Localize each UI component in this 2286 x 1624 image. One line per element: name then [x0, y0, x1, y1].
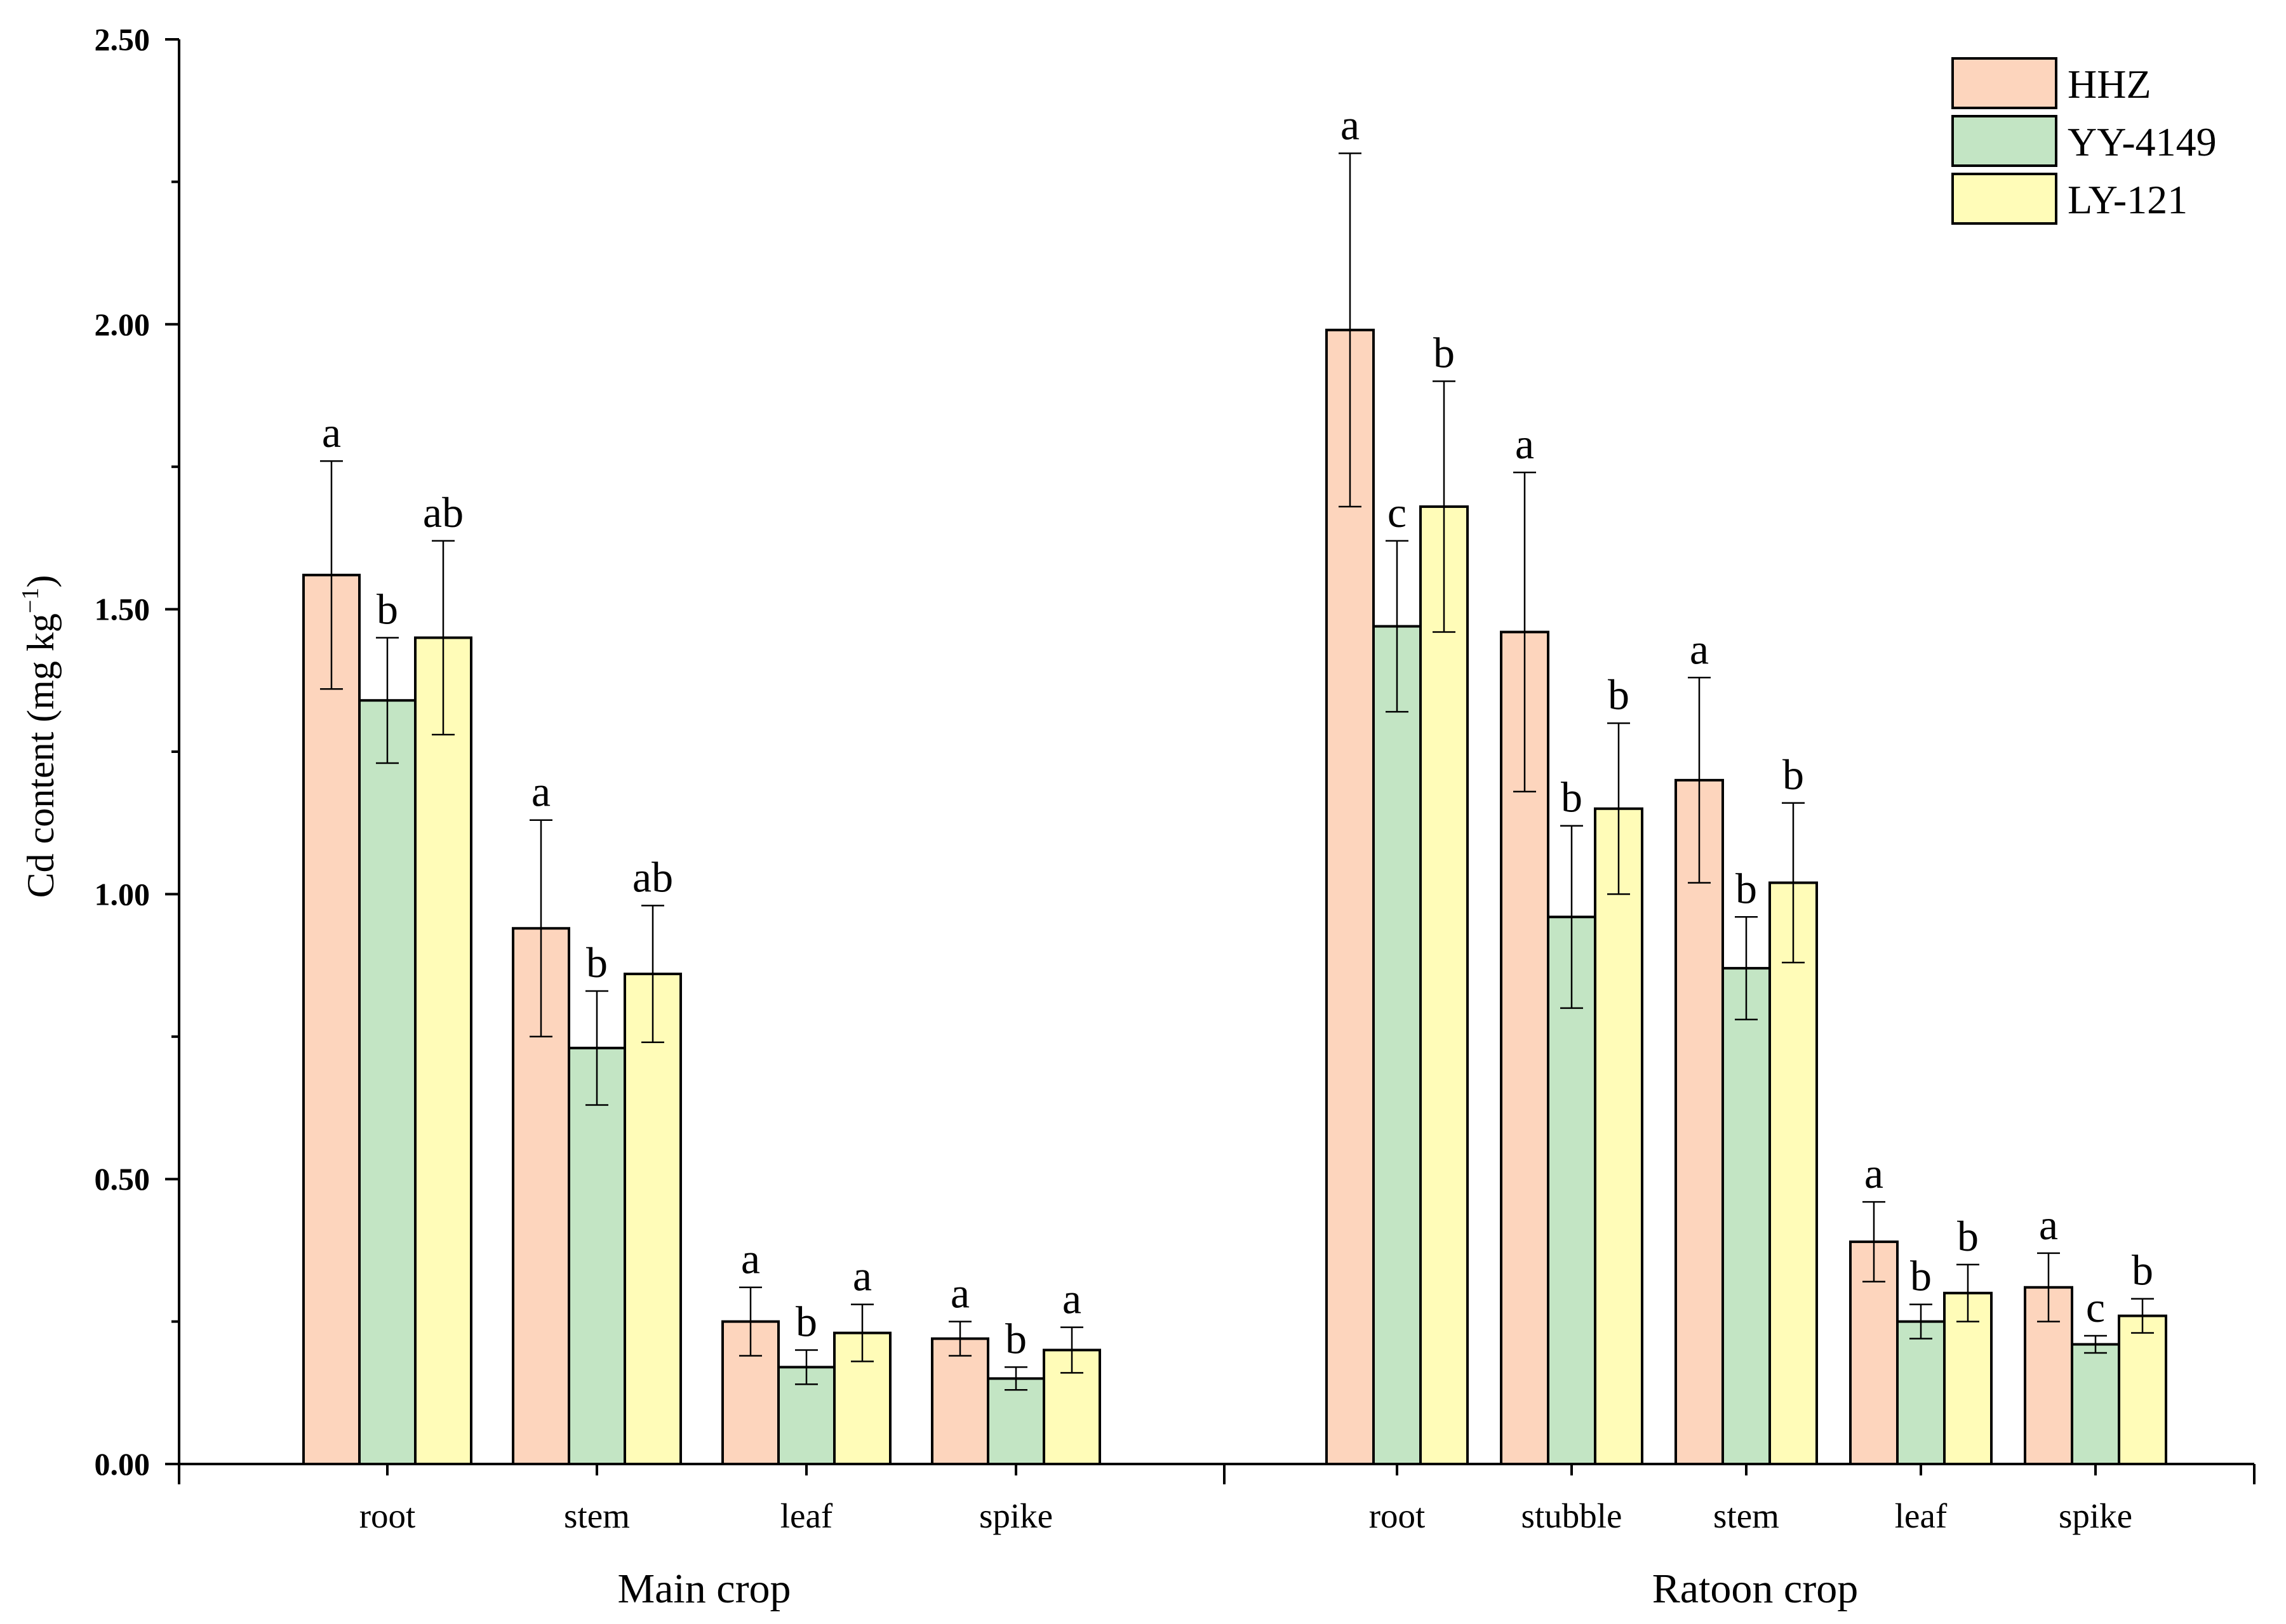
significance-letter: b [1561, 773, 1582, 822]
legend-swatch [1951, 57, 2057, 109]
bar [1674, 778, 1724, 1465]
significance-letter: c [2086, 1283, 2105, 1331]
significance-letter: b [796, 1297, 817, 1345]
y-tick-label: 1.00 [95, 876, 150, 912]
significance-letter: b [1433, 329, 1455, 377]
significance-letter: a [853, 1252, 872, 1300]
y-tick-label: 2.50 [95, 22, 150, 57]
significance-letter: b [586, 938, 608, 987]
legend-swatch [1951, 115, 2057, 167]
y-axis-title-main: Cd content (mg kg [20, 613, 62, 898]
significance-letter: a [322, 408, 341, 456]
bar [1325, 328, 1375, 1465]
x-category-label: stubble [1521, 1496, 1622, 1535]
x-category-label: leaf [1895, 1496, 1948, 1535]
legend-label: LY-121 [2068, 177, 2188, 222]
significance-letter: c [1387, 488, 1407, 536]
labels-layer: 0.00 0.50 1.00 1.50 2.00 2.50 Cd content (mg k… [17, 22, 2153, 1612]
x-category-label: stem [564, 1496, 630, 1535]
significance-letter: a [741, 1235, 760, 1283]
bar [1372, 625, 1422, 1466]
bar [1721, 967, 1771, 1465]
significance-letter: b [2132, 1246, 2153, 1295]
significance-letter: b [1782, 750, 1804, 799]
significance-letter: a [951, 1269, 970, 1317]
significance-letter: b [377, 585, 398, 633]
bar [1594, 807, 1643, 1465]
significance-letter: b [1608, 670, 1629, 719]
x-group-label: Main crop [617, 1566, 791, 1612]
bar [414, 636, 472, 1465]
legend-swatch [1951, 173, 2057, 225]
x-category-label: root [359, 1496, 416, 1535]
bar [1896, 1320, 1946, 1466]
y-axis-title-close: ) [20, 575, 62, 588]
bar [1419, 505, 1469, 1465]
bar [931, 1337, 989, 1466]
bar [568, 1046, 626, 1465]
x-category-label: stem [1713, 1496, 1779, 1535]
axes-layer [165, 38, 2256, 1484]
legend-label: YY-4149 [2068, 119, 2217, 164]
significance-letter: ab [423, 488, 464, 536]
x-group-label: Ratoon crop [1652, 1566, 1858, 1612]
y-axis-title: Cd content (mg kg−1) [17, 575, 62, 898]
significance-letter: b [1957, 1212, 1979, 1260]
significance-letter: a [1690, 625, 1709, 673]
significance-letter: a [1340, 101, 1360, 149]
legend-label: HHZ [2068, 62, 2151, 107]
y-axis-title-superscript: −1 [17, 588, 44, 613]
x-category-label: root [1369, 1496, 1426, 1535]
bar [358, 699, 417, 1465]
y-tick-label: 0.00 [95, 1446, 150, 1482]
bar [302, 573, 361, 1465]
bar [987, 1377, 1045, 1466]
x-category-label: spike [979, 1496, 1053, 1535]
bar [1768, 881, 1818, 1465]
y-tick-label: 0.50 [95, 1161, 150, 1197]
significance-letter: ab [632, 853, 673, 901]
significance-letter: a [531, 768, 551, 816]
significance-letter: a [1864, 1149, 1883, 1197]
significance-letter: b [1910, 1252, 1932, 1300]
significance-letter: b [1005, 1314, 1027, 1362]
y-tick-label: 2.00 [95, 307, 150, 342]
significance-letter: a [1515, 420, 1534, 468]
bar [2071, 1343, 2120, 1465]
significance-letter: b [1735, 864, 1757, 912]
bars-layer [302, 152, 2167, 1466]
x-category-label: leaf [780, 1496, 833, 1535]
y-tick-label: 1.50 [95, 592, 150, 627]
significance-letter: a [1062, 1275, 1081, 1323]
bar [2118, 1314, 2167, 1466]
x-category-label: spike [2059, 1496, 2132, 1535]
bar [624, 973, 682, 1465]
legend: HHZ YY-4149 LY-121 [1951, 57, 2217, 225]
significance-letter: a [2039, 1201, 2058, 1249]
